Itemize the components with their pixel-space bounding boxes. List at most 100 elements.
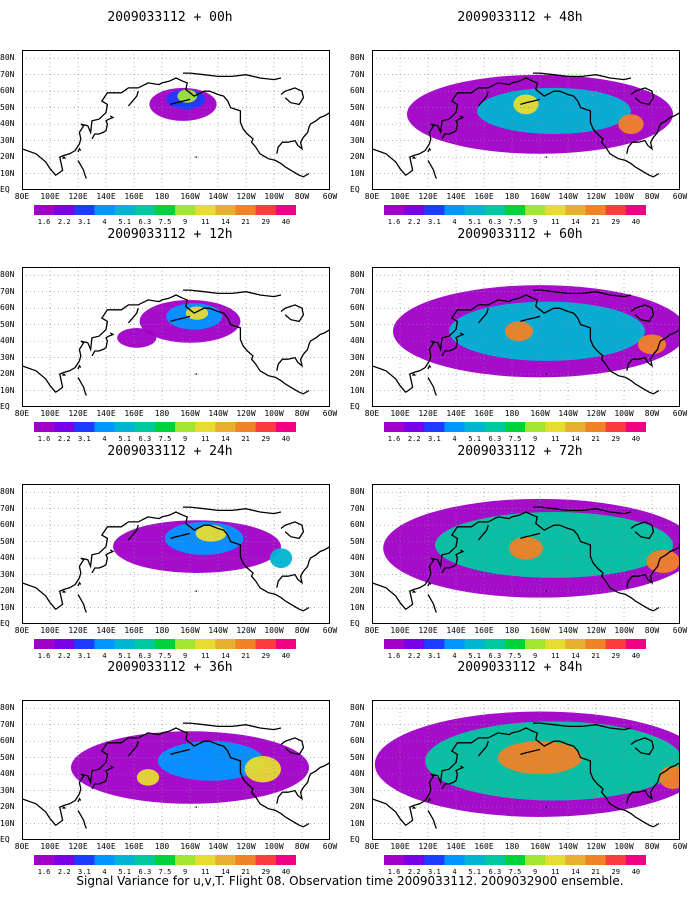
colorbar-swatch [94,205,116,215]
longitude-label: 100E [390,409,410,418]
panel-title: 2009033112 + 24h [107,444,233,459]
colorbar-swatch [134,855,156,865]
coastline [477,91,489,107]
coastline [412,590,416,594]
colorbar-level-label: 9 [183,652,188,660]
longitude-label: 140E [446,626,466,635]
latitude-label: 60N [350,520,365,530]
colorbar-level-label: 14 [221,868,230,876]
colorbar-level-label: 5.1 [468,868,482,876]
colorbar-swatch [565,422,587,432]
coastline [441,115,465,140]
colorbar-swatch [94,855,116,865]
figure-caption: Signal Variance for u,v,T. Flight 08. Ob… [76,874,624,888]
coastline [127,91,139,107]
longitude-label: 140E [96,842,116,851]
longitude-label: 60W [322,192,338,201]
colorbar-level-label: 6.3 [138,868,152,876]
variance-contour [185,306,209,320]
latitude-label: 50N [0,319,15,329]
colorbar-swatch [464,855,486,865]
longitude-label: 120W [586,626,606,635]
coastline [372,294,660,395]
coastline [626,112,680,154]
colorbar-swatch [134,639,156,649]
colorbar-level-label: 1.6 [37,218,51,226]
panel-title: 2009033112 + 12h [107,227,233,242]
colorbar-level-label: 7.5 [508,435,522,443]
coastline [372,727,660,828]
coastline [412,373,416,377]
longitude-label: 120E [68,409,88,418]
colorbar-swatch [215,639,237,649]
coastline [91,115,115,140]
longitude-label: 140W [208,626,228,635]
variance-contour [477,87,631,134]
latitude-label: 10N [0,168,15,178]
colorbar [34,422,296,432]
colorbar-swatch [525,205,546,215]
colorbar-swatch [625,639,646,649]
longitude-label: 80E [14,409,30,418]
latitude-label: 20N [350,152,365,162]
colorbar-swatch [404,205,425,215]
variance-contour [513,94,539,115]
longitude-label: 140W [208,192,228,201]
variance-contour [269,548,293,568]
variance-contour [117,327,157,348]
coastline [520,315,541,323]
colorbar-level-label: 1.6 [37,868,51,876]
coastline [427,160,437,179]
longitude-label: 140E [446,409,466,418]
longitude-label: 160E [124,409,144,418]
colorbar-swatch [565,639,587,649]
latitude-label: 50N [350,536,365,546]
colorbar-level-label: 3.1 [78,868,91,876]
colorbar-level-label: 6.3 [488,868,502,876]
coastline [77,160,87,179]
colorbar-swatch [215,205,237,215]
colorbar-swatch [484,639,506,649]
coastline [280,521,305,540]
latitude-label: 30N [350,785,365,795]
colorbar-level-label: 6.3 [488,435,502,443]
colorbar-swatch [585,205,607,215]
colorbar-swatch [235,855,257,865]
longitude-label: 160W [530,842,550,851]
colorbar-swatch [34,639,55,649]
coastline [280,737,305,756]
latitude-label: EQ [0,185,10,194]
variance-contour [505,321,533,342]
colorbar-level-label: 21 [591,868,600,876]
colorbar-swatch [275,422,296,432]
coastline [427,797,432,803]
longitude-label: 80W [644,409,660,418]
longitude-label: 80W [294,192,310,201]
colorbar-level-label: 7.5 [158,868,172,876]
longitude-label: 60W [672,192,688,201]
latitude-label: EQ [350,619,360,628]
colorbar-level-label: 40 [281,868,291,876]
colorbar-level-label: 11 [201,652,210,660]
colorbar-level-label: 2.2 [407,652,421,660]
latitude-label: 70N [0,503,15,513]
colorbar-swatch [484,205,506,215]
colorbar-level-label: 29 [261,868,270,876]
longitude-label: 120E [418,409,438,418]
colorbar [34,205,296,215]
latitude-label: 70N [350,286,365,296]
latitude-label: 20N [350,369,365,379]
colorbar-level-label: 1.6 [387,868,401,876]
latitude-label: 80N [0,487,15,497]
coastline [630,304,655,323]
colorbar-swatch [484,422,506,432]
colorbar-swatch [235,422,257,432]
longitude-label: 140W [558,192,578,201]
colorbar-level-label: 1.6 [37,435,51,443]
colorbar-level-label: 40 [631,435,641,443]
latitude-label: 50N [0,752,15,762]
latitude-label: 20N [0,152,15,162]
colorbar-swatch [114,422,136,432]
coastline [626,546,680,588]
colorbar-swatch [504,205,526,215]
